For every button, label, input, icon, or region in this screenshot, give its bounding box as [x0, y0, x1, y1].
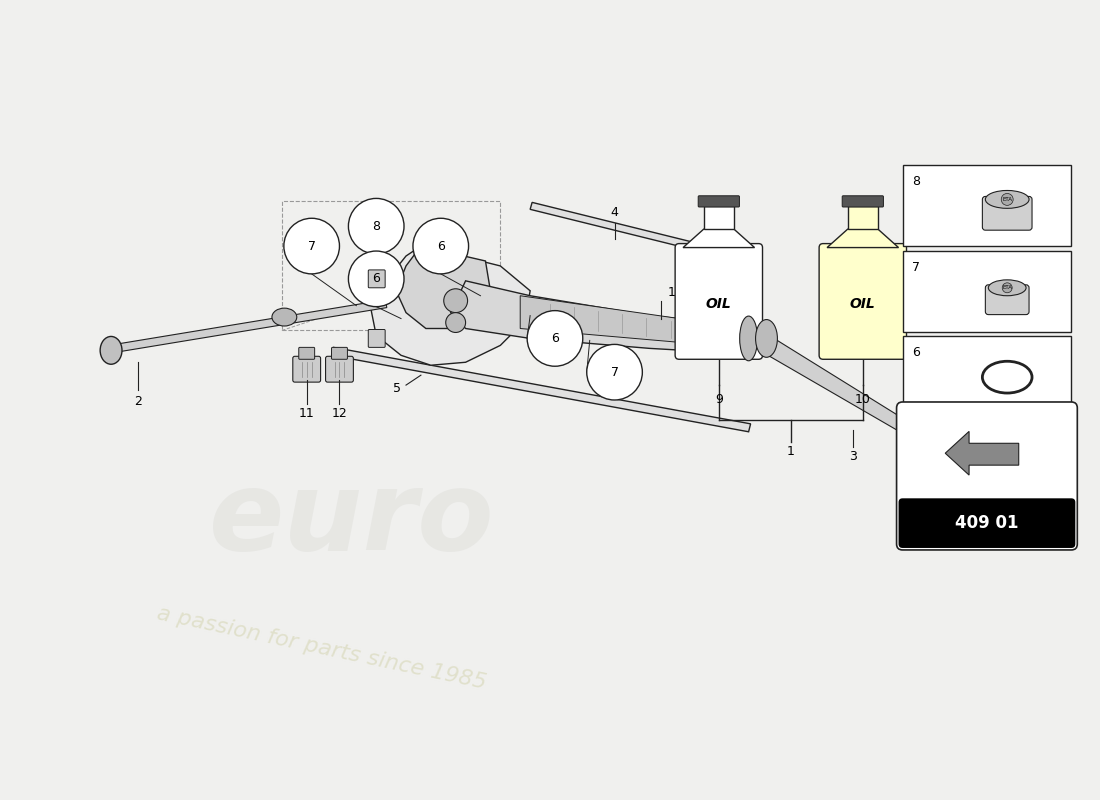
Circle shape — [412, 218, 469, 274]
FancyBboxPatch shape — [902, 251, 1071, 333]
Polygon shape — [827, 229, 899, 247]
Polygon shape — [102, 300, 387, 354]
FancyBboxPatch shape — [326, 356, 353, 382]
FancyBboxPatch shape — [299, 347, 315, 359]
Polygon shape — [759, 334, 1019, 498]
Ellipse shape — [272, 308, 297, 326]
FancyBboxPatch shape — [820, 243, 906, 359]
Polygon shape — [451, 281, 749, 352]
Text: 6: 6 — [551, 332, 559, 345]
Text: 1: 1 — [668, 286, 675, 298]
Text: 8: 8 — [913, 174, 921, 187]
Circle shape — [446, 313, 465, 333]
Text: 2: 2 — [134, 395, 142, 408]
Text: euro: euro — [209, 466, 494, 573]
Ellipse shape — [992, 368, 1022, 386]
Circle shape — [284, 218, 340, 274]
Text: ETA: ETA — [1002, 197, 1012, 202]
Circle shape — [586, 344, 642, 400]
Polygon shape — [396, 246, 491, 329]
Text: 9: 9 — [715, 393, 723, 406]
Circle shape — [349, 198, 404, 254]
Polygon shape — [530, 202, 720, 256]
Text: 7: 7 — [308, 239, 316, 253]
FancyBboxPatch shape — [843, 196, 883, 207]
FancyBboxPatch shape — [899, 498, 1076, 548]
Polygon shape — [945, 431, 1019, 475]
Circle shape — [1001, 194, 1013, 206]
Circle shape — [1002, 283, 1012, 293]
Text: 7: 7 — [610, 366, 618, 378]
Polygon shape — [331, 347, 750, 432]
FancyBboxPatch shape — [986, 285, 1030, 314]
Text: 10: 10 — [855, 393, 871, 406]
Polygon shape — [520, 296, 749, 348]
Ellipse shape — [739, 316, 758, 361]
Polygon shape — [683, 229, 755, 247]
FancyBboxPatch shape — [368, 270, 385, 288]
Polygon shape — [704, 206, 734, 229]
Ellipse shape — [988, 280, 1026, 296]
Circle shape — [349, 251, 404, 306]
Ellipse shape — [756, 319, 778, 358]
FancyBboxPatch shape — [982, 197, 1032, 230]
FancyBboxPatch shape — [902, 337, 1071, 418]
Ellipse shape — [986, 190, 1030, 208]
Text: OIL: OIL — [706, 297, 732, 310]
Text: 7: 7 — [913, 261, 921, 274]
Polygon shape — [848, 206, 878, 229]
Text: 8: 8 — [372, 220, 381, 233]
Ellipse shape — [100, 337, 122, 364]
Ellipse shape — [982, 362, 1032, 393]
FancyBboxPatch shape — [293, 356, 320, 382]
Text: 5: 5 — [393, 382, 402, 394]
Text: 3: 3 — [849, 450, 857, 462]
FancyBboxPatch shape — [675, 243, 762, 359]
Text: OIL: OIL — [850, 297, 876, 310]
FancyBboxPatch shape — [896, 402, 1077, 550]
Polygon shape — [372, 246, 530, 366]
Circle shape — [443, 289, 468, 313]
Text: a passion for parts since 1985: a passion for parts since 1985 — [155, 603, 488, 693]
FancyBboxPatch shape — [368, 330, 385, 347]
Text: 6: 6 — [913, 346, 921, 359]
Text: ETA: ETA — [1002, 286, 1012, 290]
Text: 6: 6 — [372, 272, 381, 286]
Text: 6: 6 — [437, 239, 444, 253]
Text: 12: 12 — [331, 407, 348, 420]
Text: 11: 11 — [299, 407, 315, 420]
Ellipse shape — [992, 475, 1026, 504]
FancyBboxPatch shape — [698, 196, 739, 207]
FancyBboxPatch shape — [331, 347, 348, 359]
Text: 4: 4 — [610, 206, 618, 219]
Text: 1: 1 — [786, 445, 795, 458]
Text: 409 01: 409 01 — [955, 514, 1019, 532]
Ellipse shape — [1015, 488, 1037, 510]
FancyBboxPatch shape — [902, 165, 1071, 246]
Circle shape — [527, 310, 583, 366]
